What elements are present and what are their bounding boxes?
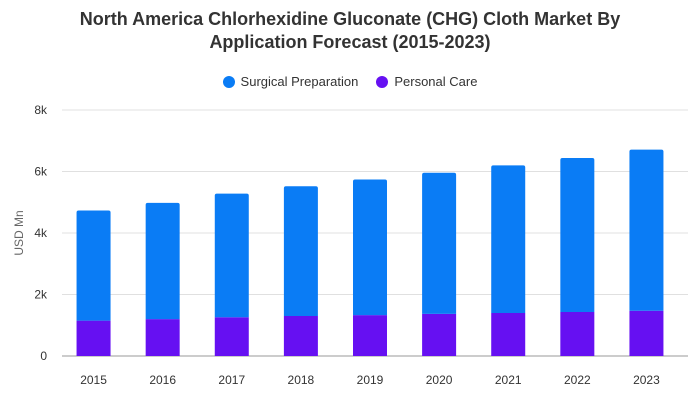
bar-personal-care-2018[interactable] bbox=[283, 316, 318, 356]
legend-swatch-personal-care bbox=[376, 75, 389, 88]
chart-title-line-2: Application Forecast (2015-2023) bbox=[209, 32, 491, 52]
bar-surgical-preparation-2019[interactable] bbox=[353, 179, 387, 316]
x-axis-ticks: 2015 2016 2017 2018 2019 2020 2021 2022 2023 bbox=[80, 373, 660, 387]
y-tick-label: 4k bbox=[34, 226, 48, 240]
legend-label-personal-care: Personal Care bbox=[394, 74, 478, 89]
bar-personal-care-2022[interactable] bbox=[560, 312, 595, 356]
y-tick-label: 2k bbox=[34, 288, 48, 302]
bar-surgical-preparation-2021[interactable] bbox=[491, 165, 526, 313]
bar-personal-care-2017[interactable] bbox=[214, 317, 249, 356]
chart-title-line-1: North America Chlorhexidine Gluconate (C… bbox=[79, 9, 621, 29]
bar-surgical-preparation-2023[interactable] bbox=[629, 149, 664, 311]
bar-personal-care-2020[interactable] bbox=[422, 313, 457, 356]
bar-surgical-preparation-2015[interactable] bbox=[76, 210, 111, 321]
bar-personal-care-2023[interactable] bbox=[629, 310, 664, 356]
y-axis-ticks: 0 2k 4k 6k 8k bbox=[34, 103, 48, 363]
bar-personal-care-2015[interactable] bbox=[76, 320, 111, 356]
bar-surgical-preparation-2017[interactable] bbox=[214, 193, 249, 318]
legend-label-surgical-preparation: Surgical Preparation bbox=[240, 74, 359, 89]
y-tick-label: 0 bbox=[40, 349, 47, 363]
legend-swatch-surgical-preparation bbox=[222, 75, 235, 88]
x-tick-label: 2019 bbox=[357, 373, 384, 387]
bar-surgical-preparation-2016[interactable] bbox=[145, 202, 180, 320]
x-tick-label: 2018 bbox=[288, 373, 315, 387]
x-tick-label: 2021 bbox=[495, 373, 522, 387]
legend-item-surgical-preparation[interactable]: Surgical Preparation bbox=[222, 74, 359, 89]
x-tick-label: 2022 bbox=[564, 373, 591, 387]
bar-series bbox=[76, 149, 664, 356]
bar-personal-care-2016[interactable] bbox=[145, 319, 180, 356]
y-tick-label: 6k bbox=[34, 165, 48, 179]
x-tick-label: 2023 bbox=[633, 373, 660, 387]
x-tick-label: 2016 bbox=[149, 373, 176, 387]
y-tick-label: 8k bbox=[34, 103, 48, 117]
bar-surgical-preparation-2020[interactable] bbox=[422, 172, 457, 314]
y-axis-title: USD Mn bbox=[12, 210, 26, 255]
bar-personal-care-2021[interactable] bbox=[491, 312, 526, 356]
legend-item-personal-care[interactable]: Personal Care bbox=[376, 74, 477, 89]
chart-title: North America Chlorhexidine Gluconate (C… bbox=[0, 8, 700, 54]
x-tick-label: 2015 bbox=[80, 373, 107, 387]
bar-surgical-preparation-2018[interactable] bbox=[283, 186, 318, 317]
x-tick-label: 2017 bbox=[218, 373, 245, 387]
bar-surgical-preparation-2022[interactable] bbox=[560, 157, 595, 313]
bar-personal-care-2019[interactable] bbox=[353, 315, 387, 356]
chart-legend: Surgical Preparation Personal Care bbox=[0, 74, 700, 89]
x-tick-label: 2020 bbox=[426, 373, 453, 387]
